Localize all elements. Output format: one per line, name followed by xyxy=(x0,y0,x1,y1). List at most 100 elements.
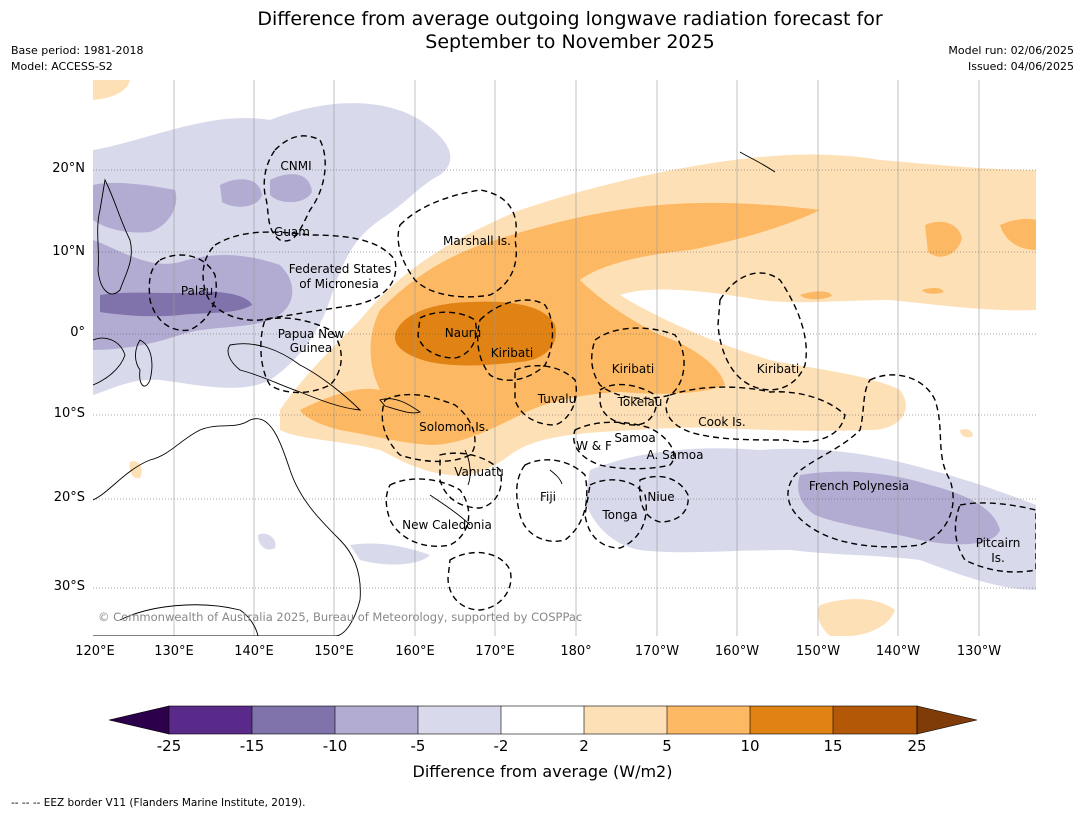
lon-label-130w: 130°W xyxy=(956,644,1002,659)
coast-solomons xyxy=(379,398,421,414)
label-kiribati-central: Kiribati xyxy=(612,362,654,376)
colorbar-bin-2 xyxy=(252,706,335,734)
copyright-notice: © Commonwealth of Australia 2025, Bureau… xyxy=(98,610,582,624)
label-palau: Palau xyxy=(181,284,213,298)
olr-positive-medium-main xyxy=(300,202,820,445)
map-latlines xyxy=(93,169,1036,589)
label-pitcairn-1: Pitcairn xyxy=(976,536,1021,550)
colorbar-bin-7 xyxy=(667,706,750,734)
label-new-caledonia: New Caledonia xyxy=(402,518,492,532)
coast-png xyxy=(227,343,362,411)
colorbar-bin-3 xyxy=(335,706,418,734)
lat-label-10s: 10°S xyxy=(53,406,85,421)
label-cook-islands: Cook Is. xyxy=(698,415,745,429)
eez-kiribati-c xyxy=(591,327,685,400)
eez-tonga xyxy=(584,479,647,549)
eez-borders xyxy=(148,135,1036,611)
colorbar-title: Difference from average (W/m2) xyxy=(412,762,673,781)
colorbar-tick-minus10: -10 xyxy=(322,737,348,755)
coast-borneo xyxy=(93,337,126,386)
eez-samoa-wf xyxy=(573,421,675,470)
issued-date: Issued: 04/06/2025 xyxy=(967,60,1074,73)
eez-palau xyxy=(148,254,217,332)
lon-label-140w: 140°W xyxy=(875,644,921,659)
region-labels: CNMI Guam Marshall Is. Federated States … xyxy=(181,159,1020,565)
eez-cook xyxy=(665,386,846,443)
label-samoa: Samoa xyxy=(614,431,655,445)
eez-pitcairn xyxy=(954,502,1036,573)
colorbar-tick-minus25: -25 xyxy=(156,737,182,755)
colorbar-extend-high xyxy=(916,705,978,735)
colorbar-bin-1 xyxy=(169,706,252,734)
meta-right: Model run: 02/06/2025 Issued: 04/06/2025 xyxy=(948,43,1074,75)
lon-label-120e: 120°E xyxy=(75,644,115,659)
title-line-2: September to November 2025 xyxy=(425,31,715,53)
eez-kermadec xyxy=(447,551,512,611)
colorbar-tick-25: 25 xyxy=(907,737,927,755)
olr-negative-light-nc xyxy=(350,543,430,565)
eez-fiji xyxy=(516,459,588,542)
colorbar-bin-6 xyxy=(584,706,667,734)
model-name: Model: ACCESS-S2 xyxy=(11,60,113,73)
label-tuvalu: Tuvalu xyxy=(537,392,577,406)
label-tonga: Tonga xyxy=(601,508,637,522)
lon-label-140e: 140°E xyxy=(234,644,274,659)
base-period: Base period: 1981-2018 xyxy=(11,44,144,57)
label-png-1: Papua New xyxy=(278,327,345,341)
lon-label-150e: 150°E xyxy=(314,644,354,659)
eez-kiribati-w xyxy=(477,299,554,381)
lat-label-20n: 20°N xyxy=(52,161,85,176)
coast-philippines xyxy=(97,178,132,295)
label-kiribati-east: Kiribati xyxy=(757,362,799,376)
lon-label-150w: 150°W xyxy=(795,644,841,659)
lon-label-160w: 160°W xyxy=(714,644,760,659)
label-cnmi: CNMI xyxy=(280,159,311,173)
eez-solomon xyxy=(381,393,476,463)
olr-positive-medium-east1 xyxy=(925,221,962,257)
lat-label-30s: 30°S xyxy=(53,579,85,594)
colorbar-tick-minus5: -5 xyxy=(410,737,426,755)
olr-negative-light-png xyxy=(258,533,276,550)
colorbar-tick-2: 2 xyxy=(579,737,589,755)
lat-label-0: 0° xyxy=(70,325,85,340)
colorbar-bin-5 xyxy=(501,706,584,734)
eez-vanuatu xyxy=(439,452,502,509)
olr-positive-light-topleft xyxy=(93,80,130,100)
eez-frpoly xyxy=(787,374,954,548)
label-kiribati-west: Kiribati xyxy=(491,346,533,360)
coast-nz xyxy=(119,604,259,636)
lat-label-20s: 20°S xyxy=(53,490,85,505)
label-nauru: Nauru xyxy=(445,326,481,340)
colorbar-tick-5: 5 xyxy=(662,737,672,755)
label-solomon: Solomon Is. xyxy=(419,420,489,434)
colorbar-tick-minus2: -2 xyxy=(493,737,509,755)
coast-fiji xyxy=(549,469,563,485)
colorbar-tick-minus15: -15 xyxy=(239,737,265,755)
label-fiji: Fiji xyxy=(540,490,556,504)
eez-footer-note: -- -- -- EEZ border V11 (Flanders Marine… xyxy=(11,797,306,809)
olr-positive-light-ck xyxy=(960,429,973,438)
coast-australia xyxy=(93,418,361,636)
map-plot-area xyxy=(93,80,1036,636)
label-vanuatu: Vanuatu xyxy=(454,465,504,479)
olr-positive-medium-east2 xyxy=(1000,218,1036,250)
label-png-2: Guinea xyxy=(290,341,333,355)
label-niue: Niue xyxy=(647,490,674,504)
lon-label-160e: 160°E xyxy=(395,644,435,659)
olr-negative-medium-n2 xyxy=(220,179,262,207)
colorbar-tick-15: 15 xyxy=(823,737,843,755)
label-guam: Guam xyxy=(274,225,310,239)
map-title: Difference from average outgoing longwav… xyxy=(0,8,1085,54)
colorbar xyxy=(108,705,978,735)
coast-newcal xyxy=(429,494,471,526)
olr-negative-dark-palau xyxy=(100,291,252,317)
eez-marshall xyxy=(397,189,517,298)
olr-positive-medium-dash2 xyxy=(922,287,944,294)
olr-positive-dark-main xyxy=(394,301,556,366)
colorbar-tick-10: 10 xyxy=(740,737,760,755)
olr-positive-light-south-blob xyxy=(818,598,895,636)
label-american-samoa: A. Samoa xyxy=(647,448,704,462)
olr-negative-medium-n1 xyxy=(93,182,177,233)
colorbar-bin-9 xyxy=(833,706,917,734)
